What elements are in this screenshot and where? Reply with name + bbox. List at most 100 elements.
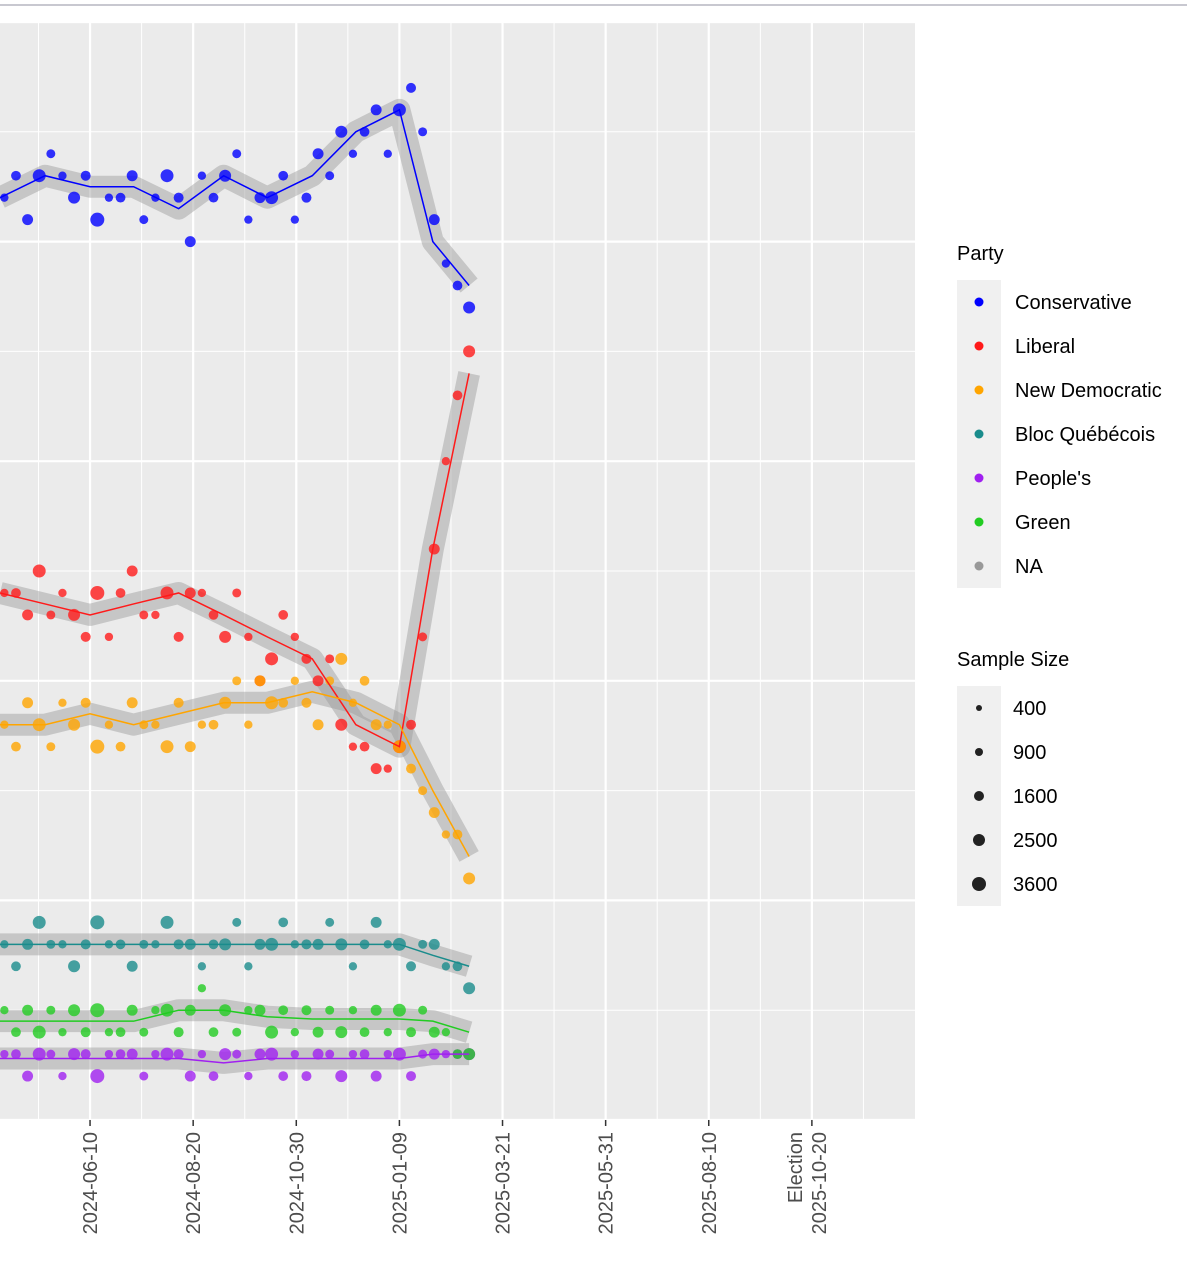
- poll-point: [32, 564, 46, 578]
- x-tick-label: 2025-03-21: [493, 1132, 515, 1234]
- poll-point: [392, 1003, 406, 1017]
- poll-point: [463, 872, 476, 885]
- poll-point: [208, 719, 219, 730]
- poll-point: [90, 1003, 105, 1018]
- poll-point: [335, 718, 348, 731]
- poll-point: [208, 610, 219, 620]
- poll-point: [335, 1070, 348, 1083]
- poll-point: [244, 962, 253, 971]
- poll-point: [418, 1005, 428, 1015]
- x-tick-label: 2025-05-31: [596, 1132, 618, 1234]
- poll-point: [11, 1049, 21, 1059]
- poll-point: [22, 214, 34, 226]
- poll-point: [184, 587, 196, 599]
- poll-point: [418, 786, 428, 796]
- size-label: 400: [1013, 698, 1046, 720]
- trend-line: [0, 373, 470, 748]
- poll-point: [58, 1027, 67, 1037]
- x-tick-label: Election: [785, 1132, 807, 1203]
- poll-point: [197, 720, 207, 729]
- poll-point: [463, 345, 476, 358]
- poll-point: [58, 1071, 67, 1081]
- poll-point: [208, 1027, 219, 1038]
- poll-point: [184, 741, 196, 753]
- poll-point: [90, 739, 105, 754]
- poll-point: [197, 588, 207, 598]
- poll-point: [197, 171, 207, 180]
- x-tick-label: 2025-10-20: [809, 1132, 831, 1234]
- size-key: [973, 834, 985, 846]
- poll-point: [383, 149, 392, 158]
- legend-key: [974, 473, 984, 483]
- poll-point: [265, 652, 279, 666]
- poll-point: [428, 807, 440, 819]
- poll-point: [325, 917, 335, 927]
- poll-point: [406, 1071, 417, 1082]
- poll-point: [383, 1027, 392, 1037]
- poll-point: [11, 1027, 21, 1038]
- poll-point: [325, 654, 335, 664]
- poll-point: [104, 1049, 114, 1059]
- poll-point: [428, 938, 440, 950]
- poll-point: [80, 170, 91, 181]
- poll-point: [11, 741, 21, 752]
- poll-point: [151, 720, 160, 729]
- poll-point: [418, 939, 428, 949]
- poll-point: [22, 1070, 34, 1082]
- poll-point: [90, 585, 105, 600]
- poll-point: [301, 1071, 312, 1082]
- poll-point: [184, 1070, 196, 1082]
- poll-point: [290, 1049, 299, 1059]
- poll-point: [278, 1071, 289, 1081]
- legend-key: [974, 297, 984, 307]
- poll-point: [265, 1047, 279, 1061]
- poll-point: [244, 215, 253, 224]
- poll-point: [139, 610, 149, 620]
- size-key: [976, 705, 982, 711]
- poll-point: [265, 696, 279, 710]
- size-key: [975, 748, 983, 756]
- poll-point: [441, 830, 451, 839]
- size-key: [974, 791, 984, 801]
- poll-point: [11, 961, 21, 972]
- poll-point: [126, 1004, 138, 1016]
- poll-point: [80, 1027, 91, 1038]
- poll-point: [254, 1048, 266, 1060]
- poll-point: [463, 301, 476, 314]
- legend-key: [974, 385, 984, 395]
- poll-point: [90, 915, 105, 930]
- poll-point: [126, 170, 138, 182]
- poll-point: [173, 697, 184, 708]
- poll-point: [370, 104, 382, 116]
- poll-point: [335, 1026, 348, 1039]
- poll-point: [406, 719, 417, 730]
- poll-point: [68, 718, 81, 731]
- legend-label: New Democratic: [1015, 380, 1162, 402]
- poll-point: [244, 720, 253, 729]
- size-label: 3600: [1013, 874, 1058, 896]
- trend-line: [0, 691, 470, 857]
- poll-point: [219, 1048, 232, 1061]
- poll-point: [244, 1006, 253, 1015]
- poll-point: [139, 1027, 149, 1037]
- poll-point: [32, 915, 46, 929]
- poll-point: [173, 631, 184, 642]
- poll-point: [312, 1026, 324, 1038]
- poll-point: [244, 632, 253, 642]
- poll-point: [58, 588, 67, 598]
- x-tick-label: 2024-06-10: [80, 1132, 102, 1234]
- poll-point: [46, 610, 56, 620]
- poll-point: [325, 171, 335, 181]
- poll-point: [406, 961, 417, 972]
- poll-point: [104, 720, 114, 729]
- poll-point: [139, 215, 149, 225]
- poll-point: [58, 698, 67, 707]
- x-tick-label: 2024-10-30: [286, 1132, 308, 1234]
- poll-point: [126, 960, 138, 972]
- poll-point: [301, 192, 312, 203]
- poll-point: [232, 149, 242, 159]
- poll-point: [46, 1049, 56, 1059]
- poll-point: [104, 193, 114, 202]
- poll-point: [441, 457, 451, 466]
